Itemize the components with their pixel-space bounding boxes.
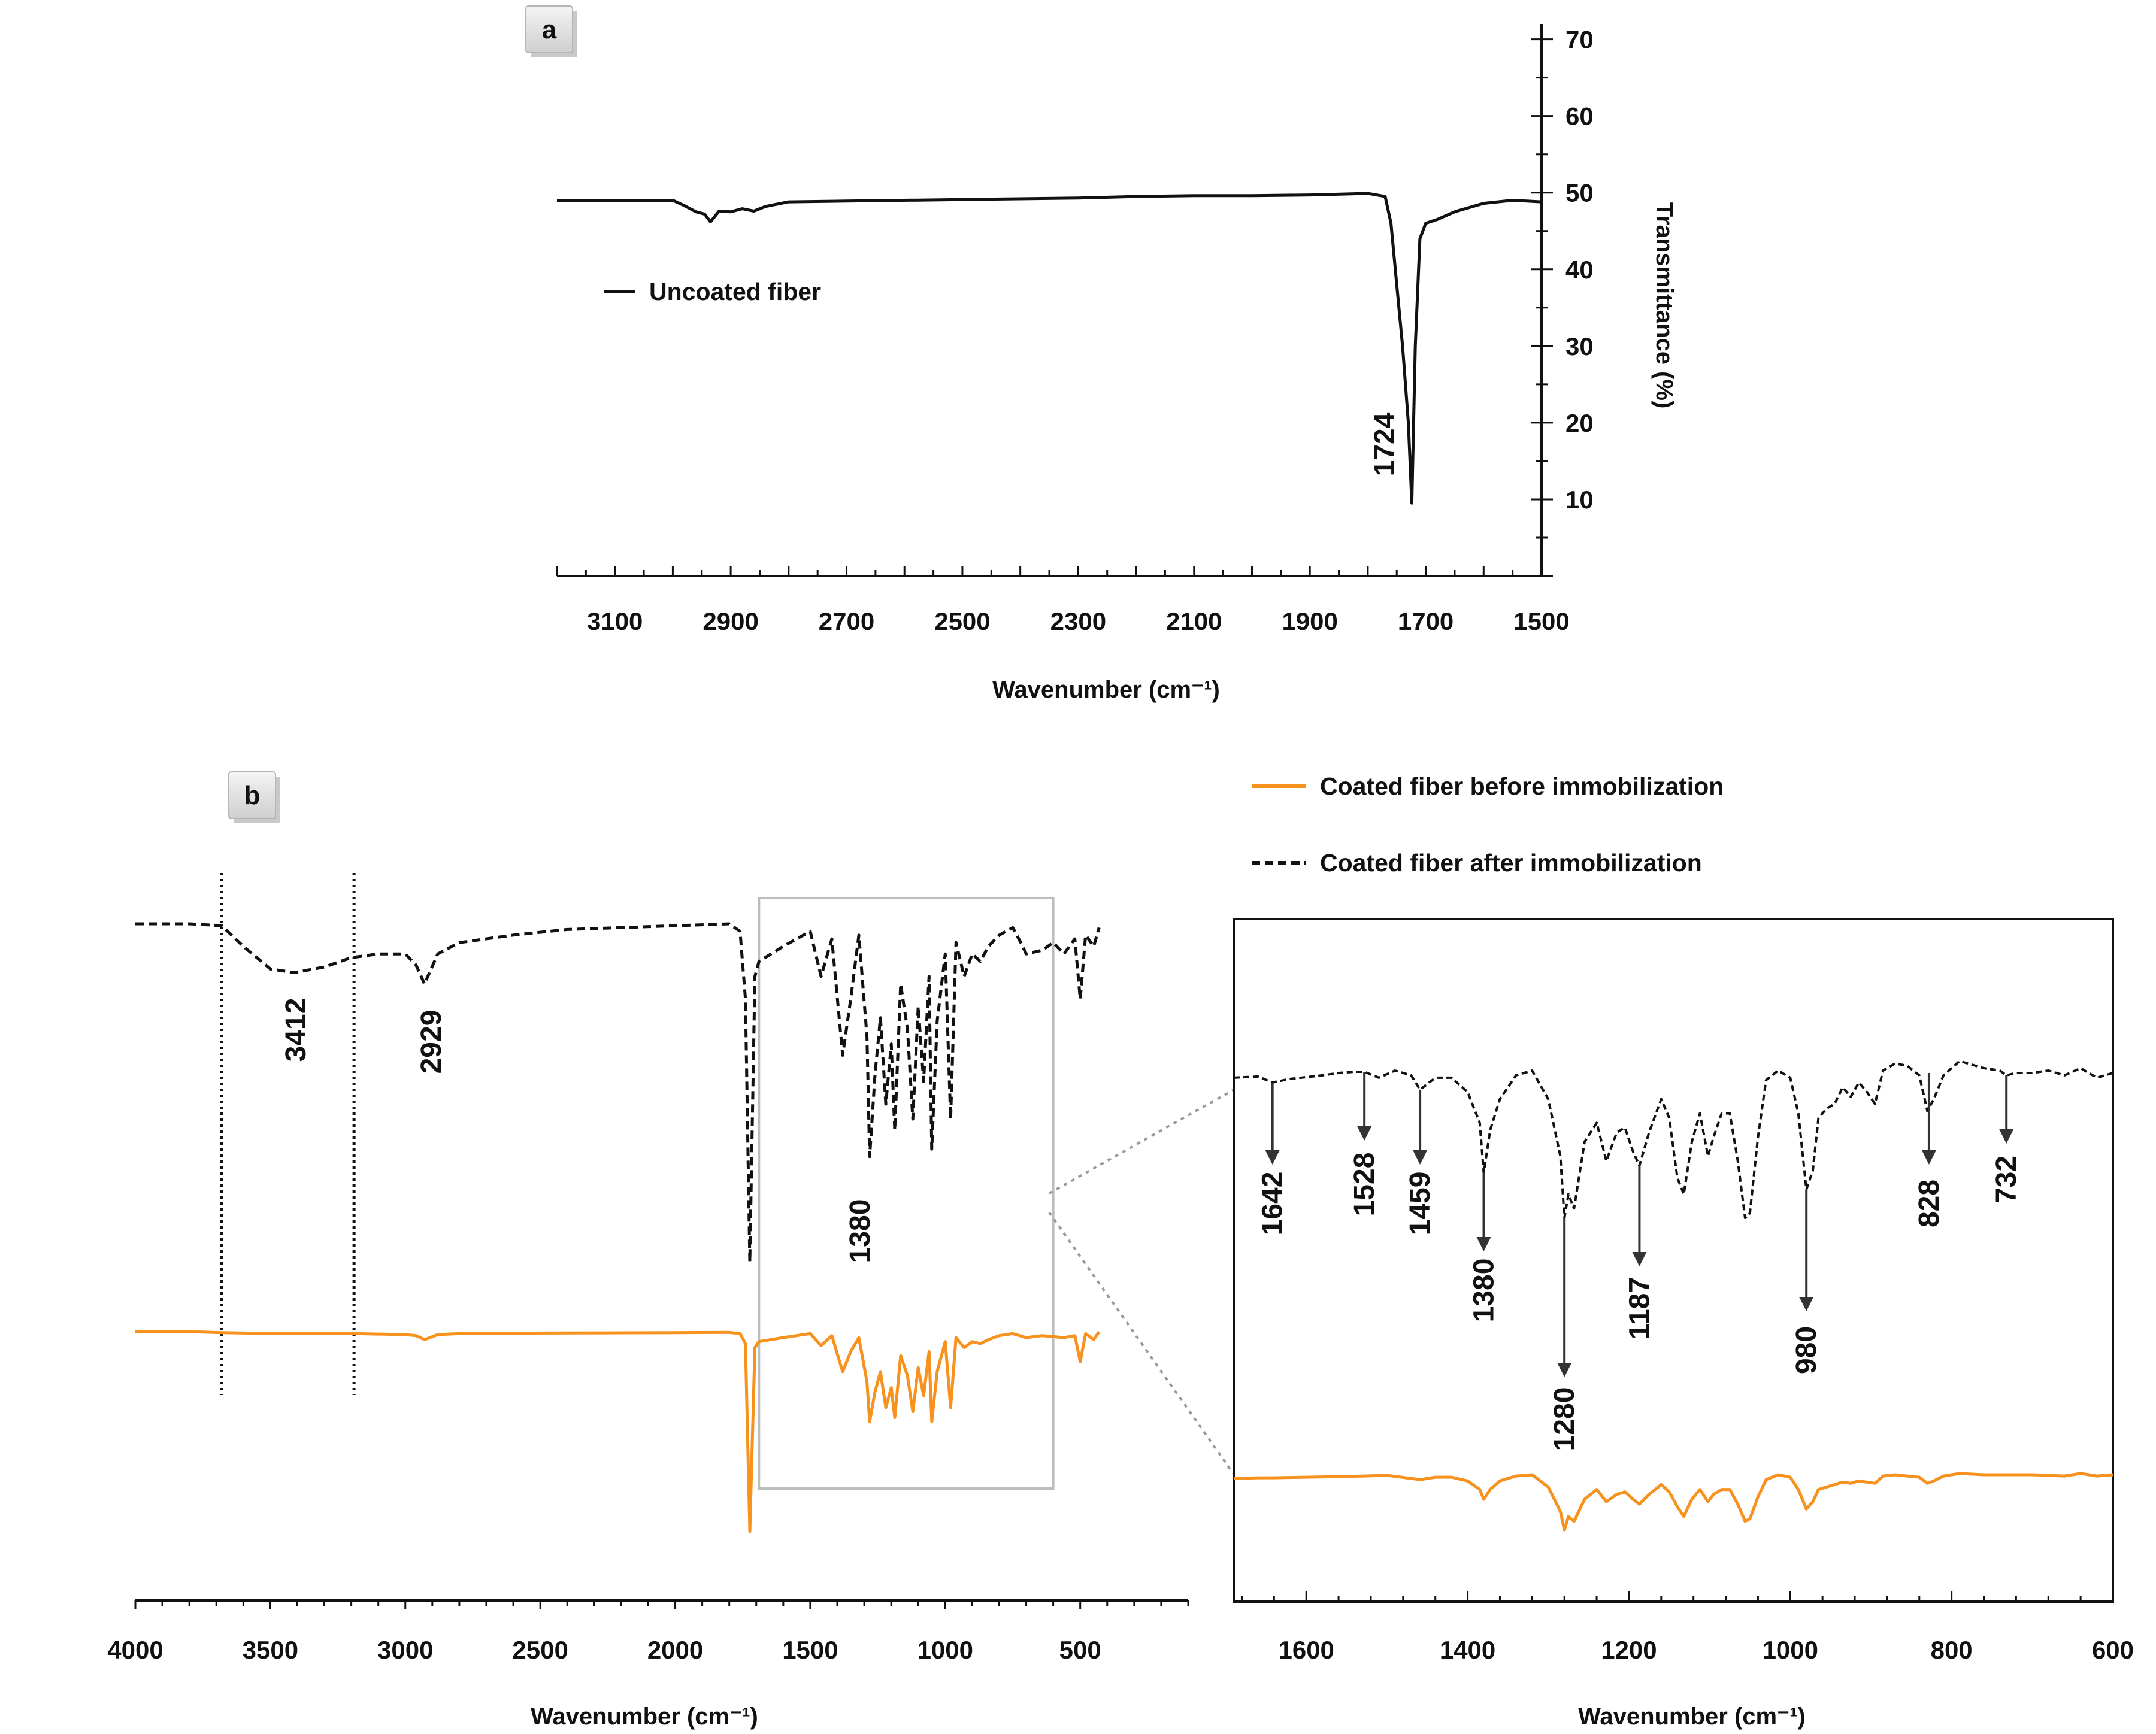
x-tick-label: 600 [2092, 1636, 2134, 1664]
annotation-arrow-head [1357, 1126, 1372, 1141]
x-tick-label: 3500 [243, 1636, 298, 1664]
panel-a-x-axis-title: Wavenumber (cm⁻¹) [992, 677, 1220, 703]
panel-a-legend: Uncoated fiber [604, 278, 821, 305]
y-tick-label: 20 [1565, 409, 1594, 437]
annotation-arrow-head [1557, 1363, 1572, 1377]
x-tick-label: 1700 [1398, 607, 1454, 635]
peak-label-2929: 2929 [416, 1010, 447, 1074]
peak-label-1380-full: 1380 [844, 1199, 876, 1263]
series-before-immobilization-full [135, 1330, 1101, 1533]
panel-a-y-axis-title: Transmittance (%) [1651, 202, 1677, 409]
peak-label-1642-zoom: 1642 [1257, 1172, 1289, 1236]
x-tick-label: 800 [1931, 1636, 1973, 1664]
x-tick-label: 2300 [1050, 607, 1106, 635]
zoom-peak-annotations: 1642 1528 1459 1380 1280 1187 980 828 732 [1257, 1071, 2022, 1451]
x-tick-label: 3100 [587, 607, 643, 635]
panel-a-x-ticks: 3100 2900 2700 2500 2300 2100 1900 1700 1500 [556, 566, 1570, 635]
series-after-immobilization-full [135, 922, 1101, 1263]
peak-label-828-zoom: 828 [1913, 1180, 1945, 1227]
x-tick-label: 1400 [1440, 1636, 1495, 1664]
annotation-arrow-head [1413, 1150, 1428, 1165]
x-tick-label: 2100 [1166, 607, 1222, 635]
peak-label-1724: 1724 [1369, 412, 1401, 476]
peak-label-980-zoom: 980 [1791, 1326, 1822, 1374]
panel-tag-a-label: a [542, 15, 557, 44]
x-tick-label: 1000 [917, 1636, 973, 1664]
panel-tag-b: b [228, 771, 280, 823]
x-tick-label: 500 [1059, 1636, 1101, 1664]
annotation-arrow-head [1921, 1150, 1936, 1165]
panel-tag-a: a [525, 5, 577, 57]
x-tick-label: 1600 [1278, 1636, 1334, 1664]
panel-b-guide-lines [220, 873, 356, 1395]
x-tick-label: 3000 [377, 1636, 433, 1664]
peak-label-1280-zoom: 1280 [1549, 1387, 1580, 1451]
annotation-arrow-head [1476, 1237, 1491, 1251]
peak-label-732-zoom: 732 [1991, 1156, 2022, 1204]
annotation-arrow-head [1265, 1150, 1280, 1165]
legend-label-after: Coated fiber after immobilization [1320, 849, 1702, 877]
y-tick-label: 70 [1565, 26, 1594, 54]
x-tick-label: 2900 [702, 607, 758, 635]
series-before-immobilization-zoom [1233, 1472, 2113, 1532]
peak-label-3412: 3412 [280, 998, 312, 1062]
y-tick-label: 10 [1565, 486, 1594, 514]
x-tick-label: 2500 [512, 1636, 568, 1664]
panel-b-x-axis-title: Wavenumber (cm⁻¹) [531, 1703, 758, 1730]
x-tick-label: 2000 [647, 1636, 703, 1664]
zoom-x-axis-title: Wavenumber (cm⁻¹) [1578, 1703, 1806, 1730]
annotation-arrow-head [1999, 1129, 2014, 1144]
zoom-connector-bottom [1048, 1211, 1235, 1475]
zoom-x-ticks: 1600 1400 1200 1000 800 600 [1240, 1591, 2134, 1664]
panel-b-zoom: 1600 1400 1200 1000 800 600 Wavenumber (cm⁻¹)… [1048, 918, 2134, 1730]
panel-a-y-ticks: 10 20 30 40 50 60 70 [1531, 26, 1594, 577]
y-tick-label: 40 [1565, 256, 1594, 284]
zoom-region-box [758, 897, 1055, 1490]
zoom-frame [1233, 918, 2114, 1603]
peak-label-1528-zoom: 1528 [1349, 1153, 1380, 1217]
legend-label-uncoated: Uncoated fiber [649, 278, 821, 305]
y-tick-label: 50 [1565, 179, 1594, 207]
legend-label-before: Coated fiber before immobilization [1320, 772, 1724, 800]
x-tick-label: 1200 [1601, 1636, 1657, 1664]
peak-label-1380-zoom: 1380 [1468, 1259, 1500, 1323]
annotation-arrow-head [1799, 1297, 1814, 1311]
x-tick-label: 2500 [934, 607, 990, 635]
y-tick-label: 60 [1565, 102, 1594, 131]
x-tick-label: 2700 [819, 607, 874, 635]
panel-b-x-ticks: 4000 3500 3000 2500 2000 1500 1000 500 [107, 1600, 1189, 1664]
series-uncoated-fiber [557, 192, 1542, 505]
x-tick-label: 1000 [1763, 1636, 1818, 1664]
x-tick-label: 1900 [1282, 607, 1337, 635]
annotation-arrow-head [1632, 1252, 1647, 1266]
panel-b-legend: Coated fiber before immobilization Coate… [1252, 772, 1724, 877]
peak-label-1187-zoom: 1187 [1624, 1277, 1655, 1339]
x-tick-label: 1500 [1513, 607, 1569, 635]
panel-a-axes: 3100 2900 2700 2500 2300 2100 1900 1700 1500 10 2… [556, 24, 1594, 635]
series-after-immobilization-zoom [1233, 1060, 2113, 1220]
zoom-connector-top [1049, 1089, 1234, 1195]
y-tick-label: 30 [1565, 332, 1594, 360]
panel-b: b 4000 3500 3000 2500 2000 1500 1000 500 Wavenu… [107, 771, 1189, 1730]
panel-a: a 3100 2900 2700 2500 2300 2100 1900 1700 1500 1… [525, 5, 1677, 703]
x-tick-label: 4000 [107, 1636, 163, 1664]
x-tick-label: 1500 [782, 1636, 838, 1664]
peak-label-1459-zoom: 1459 [1404, 1172, 1436, 1236]
panel-tag-b-label: b [244, 781, 261, 810]
